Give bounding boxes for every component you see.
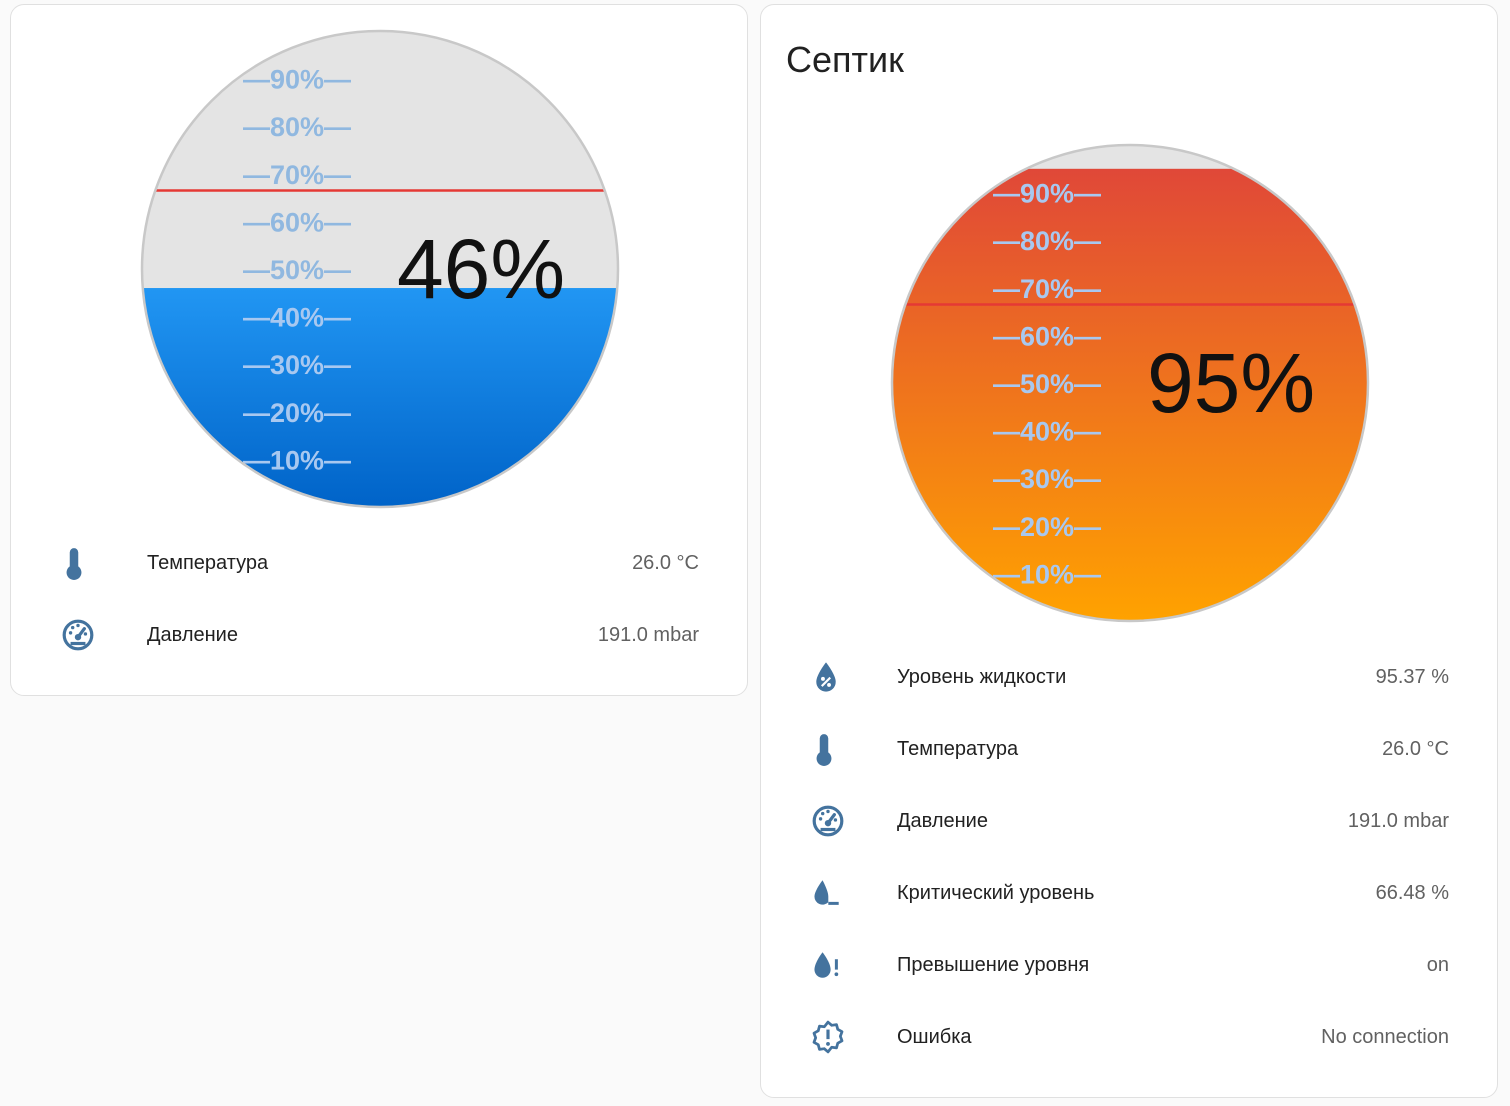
entity-value: 26.0 °C (632, 551, 699, 574)
entity-row-liquid-level[interactable]: Уровень жидкости 95.37 % (801, 641, 1449, 713)
scale-tick-label: —10%— (993, 559, 1101, 589)
tank-outline (890, 143, 1370, 623)
entity-row-temperature[interactable]: Температура 26.0 °C (801, 713, 1449, 785)
entity-row-pressure[interactable]: Давление 191.0 mbar (801, 785, 1449, 857)
scale-tick-label: —80%— (243, 112, 351, 142)
scale-tick-label: —10%— (243, 445, 351, 475)
scale-tick-label: —40%— (243, 303, 351, 333)
entity-value: 191.0 mbar (1347, 809, 1449, 832)
entity-row-error[interactable]: Ошибка No connection (801, 1001, 1449, 1073)
tank-fill-level (142, 288, 618, 507)
level-percent-text: 46% (397, 222, 565, 316)
tank-gauge[interactable]: —90%— —80%— —70%— —60%— —50%— —40%— —30%— —20%—… (139, 28, 621, 510)
card-title: Септик (786, 39, 904, 80)
alert-decagram-icon (811, 1017, 863, 1057)
tank-outline (140, 29, 620, 509)
scale-tick-label: —70%— (243, 160, 351, 190)
entity-row-critical-level[interactable]: Критический уровень 66.48 % (801, 857, 1449, 929)
scale-tick-label: —30%— (993, 464, 1101, 494)
gauge-icon (61, 615, 113, 655)
entity-value: on (1426, 953, 1449, 976)
water-alert-icon (811, 945, 863, 985)
scale-tick-label: —60%— (993, 321, 1101, 351)
tank-gauge-svg: —90%— —80%— —70%— —60%— —50%— —40%— —30%— —20%—… (890, 143, 1370, 623)
scale-tick-label: —60%— (243, 207, 351, 237)
entity-value: 191.0 mbar (597, 623, 699, 646)
tank-fill-level (892, 168, 1368, 621)
entity-list: Температура 26.0 °C Давление 191.0 mbar (51, 527, 699, 671)
entity-label: Уровень жидкости (897, 665, 1067, 688)
entity-label: Температура (147, 551, 269, 574)
tank-gauge[interactable]: —90%— —80%— —70%— —60%— —50%— —40%— —30%— —20%—… (889, 142, 1371, 624)
tank-card-septic: Септик —90%— —80%— —70%— —60%— —50%— —40%— —30… (760, 4, 1498, 1098)
scale-tick-label: —50%— (243, 255, 351, 285)
entity-row-pressure[interactable]: Давление 191.0 mbar (51, 599, 699, 671)
entity-label: Температура (897, 737, 1019, 760)
scale-tick-label: —30%— (243, 350, 351, 380)
tank-gauge-svg: —90%— —80%— —70%— —60%— —50%— —40%— —30%— —20%—… (140, 29, 620, 509)
entity-list: Уровень жидкости 95.37 % Температура 26.… (801, 641, 1449, 1073)
scale-tick-label: —20%— (243, 398, 351, 428)
entity-value: 66.48 % (1375, 881, 1449, 904)
entity-label: Ошибка (897, 1025, 972, 1048)
scale-tick-label: —90%— (993, 179, 1101, 209)
scale-tick-label: —40%— (993, 417, 1101, 447)
scale-tick-label: —90%— (243, 65, 351, 95)
entity-value: 95.37 % (1375, 665, 1449, 688)
scale-tick-label: —50%— (993, 369, 1101, 399)
entity-value: 26.0 °C (1382, 737, 1449, 760)
tank-card-1: —90%— —80%— —70%— —60%— —50%— —40%— —30%— —20%—… (10, 4, 748, 696)
entity-label: Превышение уровня (897, 953, 1090, 976)
entity-label: Давление (897, 809, 988, 832)
scale-tick-label: —70%— (993, 274, 1101, 304)
water-percent-icon (811, 657, 863, 697)
water-minus-icon (811, 873, 863, 913)
thermometer-icon (811, 729, 863, 769)
scale-tick-label: —20%— (993, 512, 1101, 542)
level-percent-text: 95% (1147, 336, 1315, 430)
entity-row-temperature[interactable]: Температура 26.0 °C (51, 527, 699, 599)
entity-label: Давление (147, 623, 238, 646)
entity-row-level-exceeded[interactable]: Превышение уровня on (801, 929, 1449, 1001)
entity-label: Критический уровень (897, 881, 1095, 904)
entity-value: No connection (1321, 1025, 1449, 1048)
thermometer-icon (61, 543, 113, 583)
gauge-icon (811, 801, 863, 841)
scale-tick-label: —80%— (993, 226, 1101, 256)
